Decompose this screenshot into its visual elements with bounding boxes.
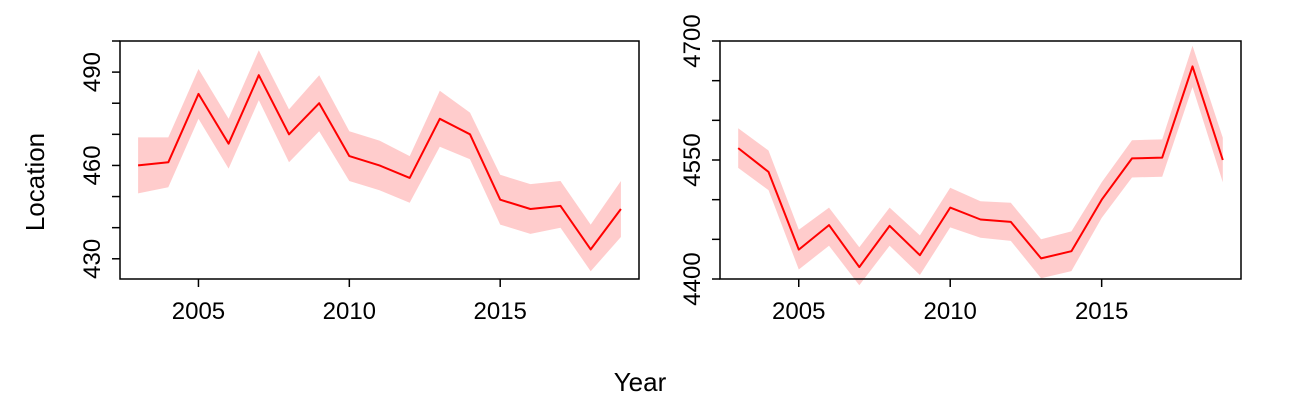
y-tick-label: 490 [79,52,106,92]
x-tick-label: 2015 [474,298,527,325]
y-axis-title: Location [20,133,50,231]
y-tick-label: 460 [79,145,106,185]
series-line [737,65,1224,269]
right-panel: 2005 2010 2015 4400 4550 4700 [679,14,1242,325]
x-tick-label: 2005 [172,298,225,325]
y-tick-label: 4400 [679,252,706,305]
x-tick-label: 2005 [772,298,825,325]
confidence-band [738,45,1223,286]
x-tick-label: 2015 [1075,298,1128,325]
x-axis-title: Year [614,367,667,397]
y-tick-label: 430 [79,239,106,279]
x-tick-label: 2010 [323,298,376,325]
x-tick-label: 2010 [924,298,977,325]
confidence-band [138,50,621,272]
plot-frame [119,40,640,280]
series-line [137,74,622,251]
left-panel: 2005 2010 2015 430 460 490 [79,40,640,325]
y-tick-label: 4700 [679,14,706,67]
y-tick-label: 4550 [679,133,706,186]
